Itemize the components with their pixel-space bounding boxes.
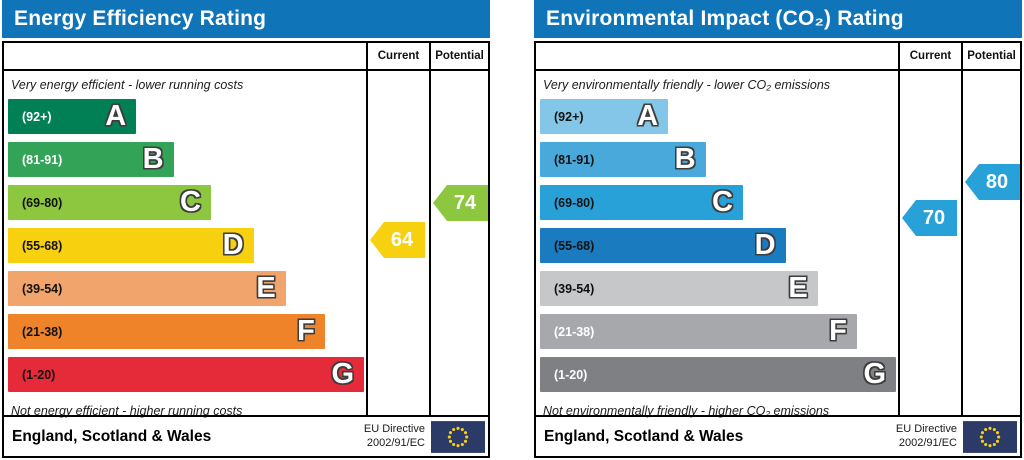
- energy-column-header-row: Current Potential: [4, 43, 488, 71]
- band-range-label: (69-80): [22, 195, 63, 210]
- band-range-label: (1-20): [22, 367, 56, 382]
- eu-directive-line1: EU Directive: [895, 423, 957, 436]
- band-letter: F: [829, 315, 847, 347]
- eu-directive-label: EU Directive 2002/91/EC: [896, 423, 957, 449]
- energy-chart-title: Energy Efficiency Rating: [2, 0, 490, 38]
- eu-flag-icon: [431, 420, 485, 453]
- environmental-impact-rating-chart: Environmental Impact (CO₂) Rating Curren…: [534, 0, 1022, 458]
- energy-band-area: Very energy efficient - lower running co…: [4, 71, 366, 418]
- band-letter: E: [256, 272, 276, 304]
- band-letter: C: [179, 186, 201, 218]
- potential-column-header: Potential: [429, 43, 488, 69]
- band-range-label: (92+): [22, 109, 52, 124]
- potential-column-header: Potential: [961, 43, 1020, 69]
- eu-directive-line1: EU Directive: [363, 423, 425, 436]
- energy-band-a: (92+) A: [8, 99, 137, 134]
- band-range-label: (39-54): [554, 281, 595, 296]
- environmental-band-e: (39-54) E: [540, 271, 818, 306]
- environmental-band-b: (81-91) B: [540, 142, 706, 177]
- environmental-current-rating-arrow: 70: [902, 200, 957, 236]
- energy-current-value: 64: [390, 228, 414, 251]
- band-letter: B: [142, 143, 164, 175]
- energy-top-caption: Very energy efficient - lower running co…: [11, 78, 244, 92]
- environmental-band-g: (1-20) G: [540, 357, 896, 392]
- energy-chart-body: Very energy efficient - lower running co…: [4, 71, 488, 418]
- environmental-band-d: (55-68) D: [540, 228, 786, 263]
- energy-potential-value: 74: [453, 191, 477, 214]
- band-range-label: (1-20): [554, 367, 588, 382]
- band-range-label: (81-91): [22, 152, 63, 167]
- band-letter: E: [788, 272, 808, 304]
- energy-band-d: (55-68) D: [8, 228, 254, 263]
- environmental-chart-title: Environmental Impact (CO₂) Rating: [534, 0, 1022, 38]
- band-range-label: (21-38): [554, 324, 595, 339]
- band-letter: F: [297, 315, 315, 347]
- band-letter: A: [637, 100, 659, 132]
- band-letter: D: [754, 229, 776, 261]
- environmental-potential-value: 80: [985, 170, 1009, 193]
- environmental-potential-column: 80: [961, 71, 1020, 415]
- energy-band-e: (39-54) E: [8, 271, 286, 306]
- band-letter: G: [331, 358, 354, 390]
- band-range-label: (81-91): [554, 152, 595, 167]
- energy-potential-rating-arrow: 74: [433, 185, 488, 221]
- environmental-column-header-row: Current Potential: [536, 43, 1020, 71]
- energy-band-f: (21-38) F: [8, 314, 325, 349]
- environmental-chart-body: Very environmentally friendly - lower CO…: [536, 71, 1020, 418]
- header-spacer: [536, 43, 898, 69]
- eu-directive-line2: 2002/91/EC: [366, 436, 425, 449]
- environmental-potential-rating-arrow: 80: [965, 164, 1020, 200]
- eu-flag-icon: [963, 420, 1017, 453]
- environmental-bottom-caption: Not environmentally friendly - higher CO…: [543, 404, 830, 418]
- band-letter: G: [863, 358, 886, 390]
- band-range-label: (55-68): [22, 238, 63, 253]
- band-range-label: (92+): [554, 109, 584, 124]
- environmental-chart-footer: England, Scotland & Wales EU Directive 2…: [536, 415, 1020, 456]
- region-label: England, Scotland & Wales: [544, 427, 744, 445]
- band-letter: D: [222, 229, 244, 261]
- header-spacer: [4, 43, 366, 69]
- band-range-label: (21-38): [22, 324, 63, 339]
- environmental-band-area: Very environmentally friendly - lower CO…: [536, 71, 898, 418]
- environmental-chart-table: Current Potential Very environmentally f…: [534, 41, 1022, 458]
- band-letter: A: [105, 100, 127, 132]
- environmental-band-c: (69-80) C: [540, 185, 743, 220]
- eu-directive-line2: 2002/91/EC: [898, 436, 957, 449]
- eu-directive-label: EU Directive 2002/91/EC: [364, 423, 425, 449]
- region-label: England, Scotland & Wales: [12, 427, 212, 445]
- environmental-current-column: 70: [898, 71, 961, 415]
- energy-potential-column: 74: [429, 71, 488, 415]
- band-range-label: (39-54): [22, 281, 63, 296]
- energy-band-b: (81-91) B: [8, 142, 174, 177]
- current-column-header: Current: [898, 43, 961, 69]
- energy-band-c: (69-80) C: [8, 185, 211, 220]
- environmental-current-value: 70: [922, 206, 946, 229]
- band-range-label: (55-68): [554, 238, 595, 253]
- band-letter: B: [674, 143, 696, 175]
- energy-chart-footer: England, Scotland & Wales EU Directive 2…: [4, 415, 488, 456]
- band-letter: C: [711, 186, 733, 218]
- energy-current-column: 64: [366, 71, 429, 415]
- energy-bottom-caption: Not energy efficient - higher running co…: [11, 404, 243, 418]
- environmental-band-a: (92+) A: [540, 99, 669, 134]
- current-column-header: Current: [366, 43, 429, 69]
- energy-chart-table: Current Potential Very energy efficient …: [2, 41, 490, 458]
- environmental-top-caption: Very environmentally friendly - lower CO…: [543, 78, 831, 92]
- energy-band-g: (1-20) G: [8, 357, 364, 392]
- energy-efficiency-rating-chart: Energy Efficiency Rating Current Potenti…: [2, 0, 490, 458]
- environmental-band-f: (21-38) F: [540, 314, 857, 349]
- band-range-label: (69-80): [554, 195, 595, 210]
- energy-current-rating-arrow: 64: [370, 222, 425, 258]
